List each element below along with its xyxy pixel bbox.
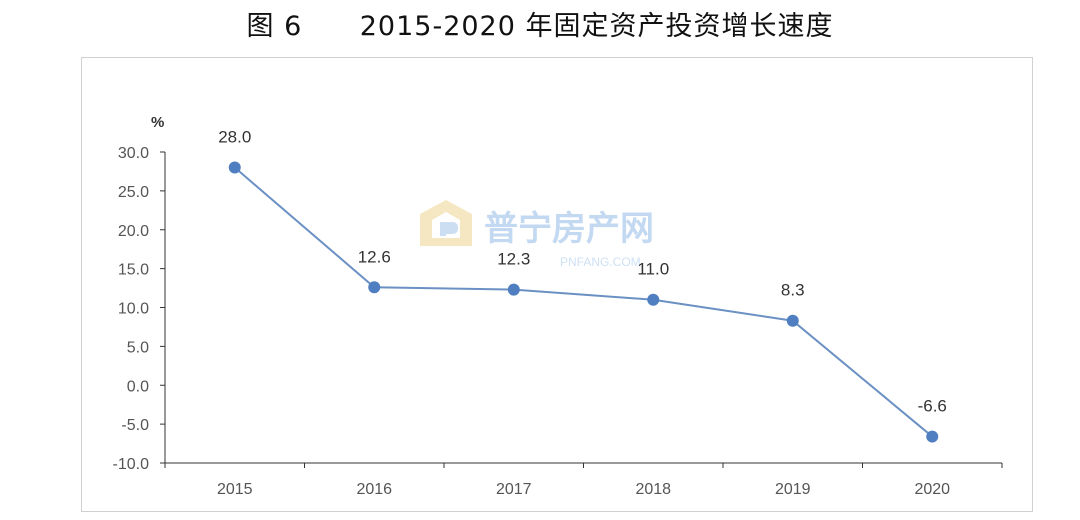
data-point (926, 430, 939, 443)
data-labels: 28.0 12.6 12.3 11.0 8.3 -6.6 (218, 128, 947, 416)
watermark-name: 普宁房产网 (484, 209, 654, 249)
data-point (647, 293, 660, 306)
x-tick-label: 2015 (217, 481, 253, 498)
data-label: 12.3 (497, 250, 530, 269)
figure-title: 图 6 2015-2020 年固定资产投资增长速度 (0, 4, 1080, 43)
y-tick-label: 25.0 (118, 184, 149, 201)
y-tick-label: -10.0 (113, 456, 150, 473)
y-tick-label: -5.0 (121, 417, 149, 434)
y-unit-label: % (151, 114, 164, 131)
y-tick-label: 5.0 (127, 339, 149, 356)
watermark-logo-icon-inner (440, 222, 458, 236)
data-point (228, 161, 241, 174)
data-label: 12.6 (358, 247, 391, 266)
data-label: 28.0 (218, 128, 251, 147)
watermark-logo-icon (420, 200, 472, 246)
y-tick-label: 30.0 (118, 145, 149, 162)
y-tick-label: 0.0 (127, 378, 149, 395)
y-tick-label: 15.0 (118, 262, 149, 279)
y-tick-label: 10.0 (118, 301, 149, 318)
chart-frame (81, 57, 1033, 512)
x-tick-label: 2017 (496, 481, 532, 498)
watermark-url: PNFANG.COM (560, 255, 641, 269)
data-point (507, 283, 520, 296)
x-tick-label: 2019 (775, 481, 811, 498)
data-point (786, 314, 799, 327)
figure-number: 图 6 (246, 11, 303, 42)
y-tick-label: 20.0 (118, 223, 149, 240)
data-points (228, 161, 939, 443)
figure-title-text: 2015-2020 年固定资产投资增长速度 (359, 11, 834, 42)
series-line (234, 166, 933, 438)
data-label: 8.3 (781, 281, 805, 300)
data-point (368, 281, 381, 294)
x-ticks: 2015 2016 2017 2018 2019 2020 (164, 463, 1003, 498)
y-ticks: 30.0 25.0 20.0 15.0 10.0 5.0 0.0 -5.0 -10.0 (113, 145, 165, 473)
x-tick-label: 2016 (356, 481, 392, 498)
data-label: -6.6 (918, 397, 947, 416)
x-tick-label: 2020 (914, 481, 950, 498)
watermark: 普宁房产网 PNFANG.COM (420, 200, 654, 269)
data-label: 11.0 (637, 260, 669, 279)
x-tick-label: 2018 (635, 481, 671, 498)
